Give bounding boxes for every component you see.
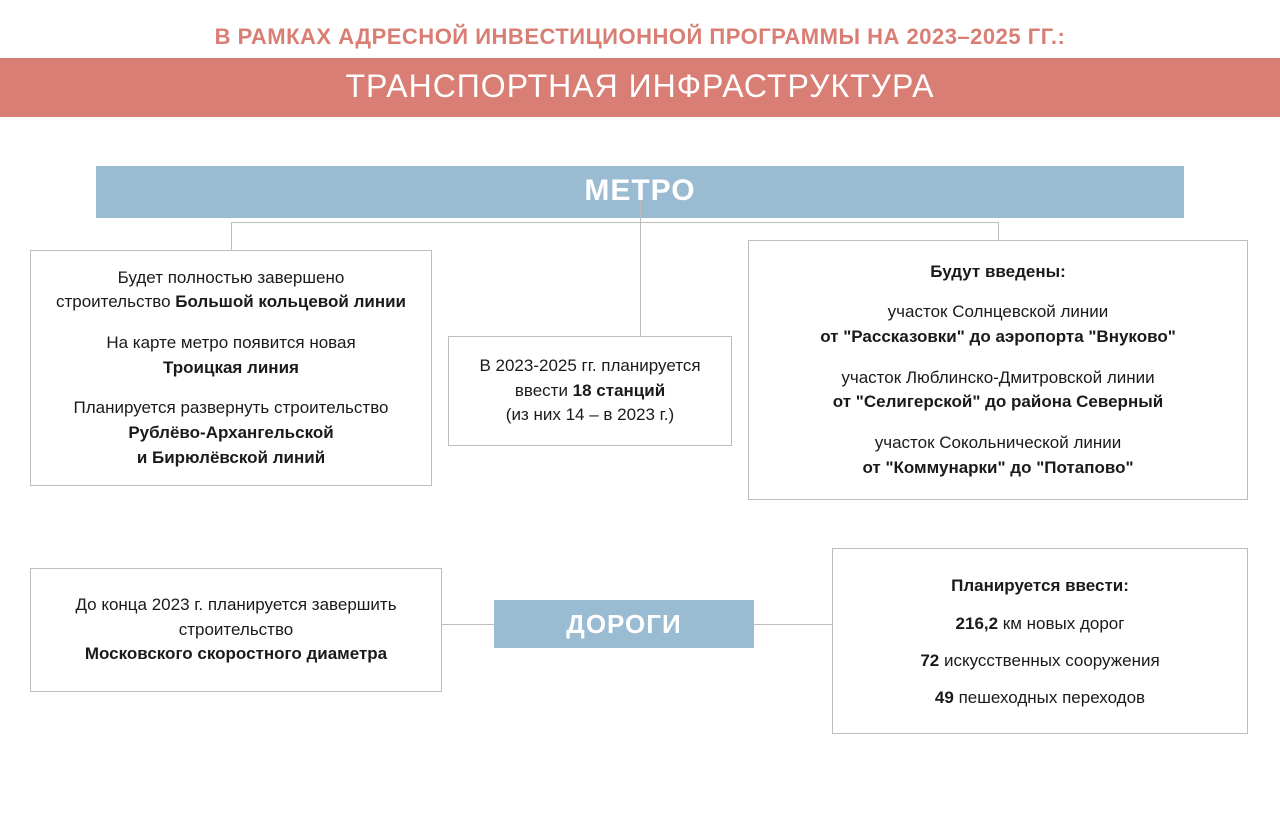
text-bold: Московского скоростного диаметра — [85, 644, 387, 663]
text-bold: Троицкая линия — [163, 358, 299, 377]
connector-roads-left — [442, 624, 494, 625]
text: В 2023-2025 гг. планируется — [479, 356, 700, 375]
connector-roads-right — [754, 624, 832, 625]
roads-heading-bar: ДОРОГИ — [494, 600, 754, 648]
text: Планируется развернуть строительство — [73, 398, 388, 417]
text-bold: от "Коммунарки" до "Потапово" — [862, 458, 1133, 477]
text: (из них 14 – в 2023 г.) — [506, 405, 674, 424]
text-bold: Рублёво-Архангельской — [128, 423, 333, 442]
text-bold: Планируется ввести: — [951, 576, 1129, 595]
pretitle: В РАМКАХ АДРЕСНОЙ ИНВЕСТИЦИОННОЙ ПРОГРАМ… — [0, 0, 1280, 58]
title-bar: ТРАНСПОРТНАЯ ИНФРАСТРУКТУРА — [0, 58, 1280, 117]
text: ввести — [515, 381, 573, 400]
text: пешеходных переходов — [954, 688, 1145, 707]
text-bold: от "Селигерской" до района Северный — [833, 392, 1163, 411]
text: участок Сокольнической линии — [875, 433, 1122, 452]
text-bold: 72 — [920, 651, 939, 670]
text: участок Люблинско-Дмитровской линии — [841, 368, 1154, 387]
text: На карте метро появится новая — [106, 333, 355, 352]
metro-box-center: В 2023-2025 гг. планируется ввести 18 ст… — [448, 336, 732, 446]
text: До конца 2023 г. планируется завершить — [75, 595, 396, 614]
metro-box-left: Будет полностью завершено строительство … — [30, 250, 432, 486]
text: строительство — [179, 620, 294, 639]
text-bold: от "Рассказовки" до аэропорта "Внуково" — [820, 327, 1176, 346]
text-bold: 216,2 — [956, 614, 999, 633]
roads-box-right: Планируется ввести: 216,2 км новых дорог… — [832, 548, 1248, 734]
metro-box-right: Будут введены: участок Солнцевской линии… — [748, 240, 1248, 500]
text: Будет полностью завершено — [118, 268, 345, 287]
text: участок Солнцевской линии — [888, 302, 1109, 321]
connector-metro-hbar — [231, 222, 998, 223]
text: искусственных сооружения — [939, 651, 1159, 670]
text-bold: и Бирюлёвской линий — [137, 448, 325, 467]
text-bold: Будут введены: — [930, 262, 1066, 281]
text: строительство — [56, 292, 175, 311]
connector-metro-stem — [640, 200, 641, 336]
text-bold: Большой кольцевой линии — [175, 292, 406, 311]
connector-metro-right-drop — [998, 222, 999, 240]
text: км новых дорог — [998, 614, 1124, 633]
connector-metro-left-drop — [231, 222, 232, 250]
roads-box-left: До конца 2023 г. планируется завершить с… — [30, 568, 442, 692]
text-bold: 18 станций — [573, 381, 666, 400]
text-bold: 49 — [935, 688, 954, 707]
